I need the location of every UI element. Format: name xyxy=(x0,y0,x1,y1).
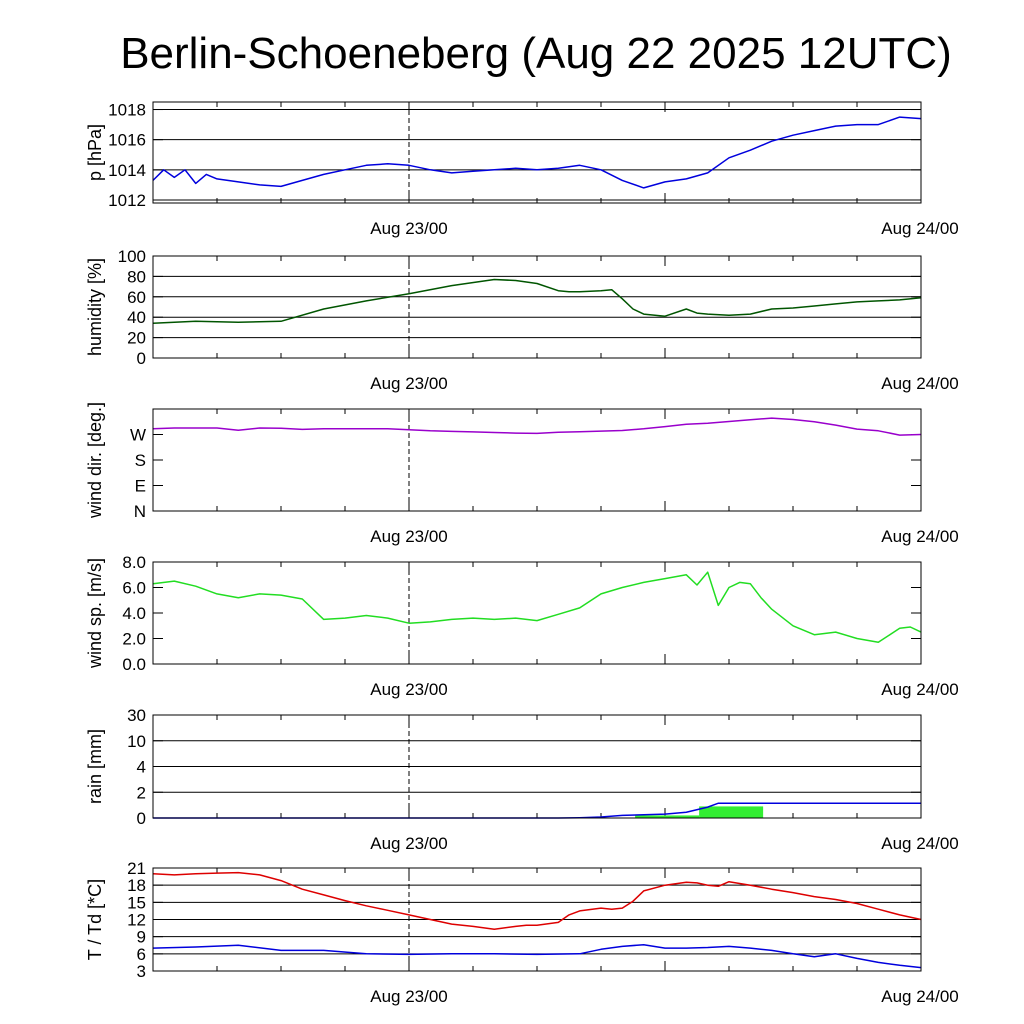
panel-frame xyxy=(152,561,922,665)
x-tick-label: Aug 24/00 xyxy=(881,987,959,1006)
x-tick-label: Aug 24/00 xyxy=(881,680,959,699)
y-tick-label: E xyxy=(135,477,146,496)
y-tick-label: 30 xyxy=(127,706,146,725)
y-tick-label: 20 xyxy=(127,329,146,348)
y-tick-label: 12 xyxy=(127,911,146,930)
y-tick-label: 1018 xyxy=(108,101,146,120)
y-tick-label: 0.0 xyxy=(122,655,146,674)
panel-frame xyxy=(152,408,922,512)
y-tick-label: 6 xyxy=(137,945,146,964)
series-line-temperature-0 xyxy=(152,871,922,930)
y-tick-label: 60 xyxy=(127,288,146,307)
y-tick-label: 1014 xyxy=(108,161,146,180)
rain-bar xyxy=(699,806,764,818)
panel-wind_speed: 0.0 2.0 4.0 6.0 8.0 wind sp. [m/s] Aug 23/00 Au… xyxy=(85,553,959,699)
x-tick-label: Aug 23/00 xyxy=(370,219,448,238)
x-tick-label: Aug 23/00 xyxy=(370,527,448,546)
x-tick-label: Aug 23/00 xyxy=(370,374,448,393)
y-tick-label: 1012 xyxy=(108,191,146,210)
y-tick-label: 40 xyxy=(127,308,146,327)
y-tick-label: 21 xyxy=(127,859,146,878)
y-axis-label: rain [mm] xyxy=(85,729,105,804)
y-tick-label: 80 xyxy=(127,267,146,286)
series-line-pressure xyxy=(152,116,922,189)
y-tick-label: 10 xyxy=(127,732,146,751)
series-line-temperature-1 xyxy=(152,943,922,969)
panel-frame xyxy=(152,867,922,972)
panel-frame xyxy=(152,714,922,819)
y-tick-label: N xyxy=(134,502,146,521)
y-tick-label: 2.0 xyxy=(122,630,146,649)
panel-rain: 0 2 4 10 30 rain [mm] Aug 23/00 Aug 24/00 xyxy=(85,706,959,853)
y-tick-label: 0 xyxy=(137,809,146,828)
y-axis-label: humidity [%] xyxy=(85,258,105,356)
chart-title: Berlin-Schoeneberg (Aug 22 2025 12UTC) xyxy=(120,29,952,78)
x-tick-label: Aug 23/00 xyxy=(370,834,448,853)
y-axis-label: wind sp. [m/s] xyxy=(85,558,105,669)
panel-frame xyxy=(152,101,922,204)
x-tick-label: Aug 23/00 xyxy=(370,987,448,1006)
x-tick-label: Aug 24/00 xyxy=(881,374,959,393)
y-tick-label: 0 xyxy=(137,349,146,368)
series-line-wind_speed xyxy=(152,571,922,644)
y-tick-label: S xyxy=(135,451,146,470)
y-tick-label: 6.0 xyxy=(122,579,146,598)
y-tick-label: 1016 xyxy=(108,131,146,150)
series-line-wind_direction xyxy=(152,417,922,436)
series-line-humidity xyxy=(152,278,922,325)
y-axis-label: T / Td [*C] xyxy=(85,879,105,960)
y-tick-label: 18 xyxy=(127,876,146,895)
x-tick-label: Aug 24/00 xyxy=(881,219,959,238)
x-tick-label: Aug 23/00 xyxy=(370,680,448,699)
y-axis-label: p [hPa] xyxy=(85,124,105,181)
y-tick-label: 3 xyxy=(137,962,146,981)
y-tick-label: 15 xyxy=(127,893,146,912)
y-tick-label: 4.0 xyxy=(122,604,146,623)
panel-frame xyxy=(152,255,922,359)
y-tick-label: 2 xyxy=(137,783,146,802)
y-tick-label: 4 xyxy=(137,758,146,777)
y-axis-label: wind dir. [deg.] xyxy=(85,402,105,519)
x-tick-label: Aug 24/00 xyxy=(881,834,959,853)
y-tick-label: 8.0 xyxy=(122,553,146,572)
y-tick-label: 100 xyxy=(118,247,146,266)
x-tick-label: Aug 24/00 xyxy=(881,527,959,546)
rain-bar xyxy=(635,815,700,818)
y-tick-label: 9 xyxy=(137,928,146,947)
y-tick-label: W xyxy=(130,426,146,445)
